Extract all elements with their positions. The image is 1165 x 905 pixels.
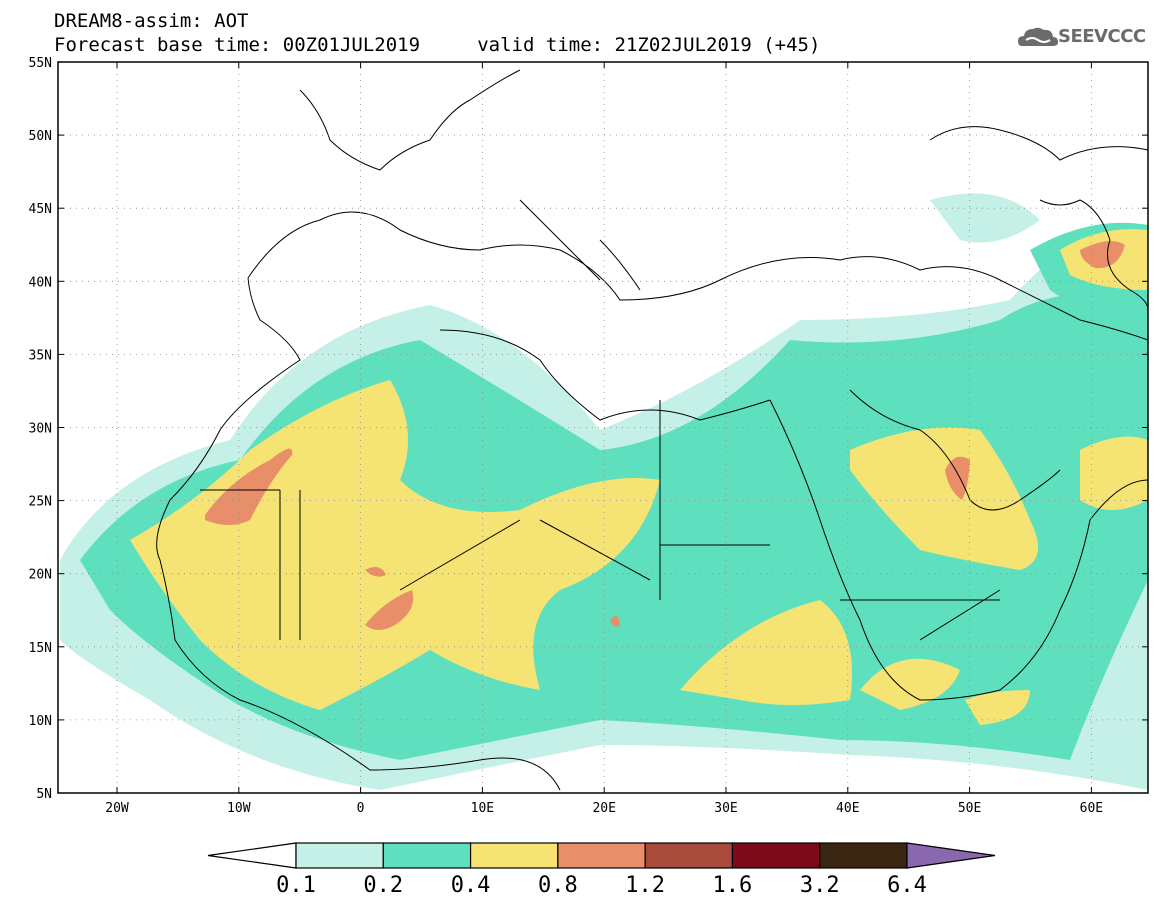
longitude-label: 20W [105, 801, 129, 816]
latitude-label: 45N [29, 202, 52, 217]
longitude-label: 10W [227, 801, 251, 816]
latitude-label: 35N [29, 348, 52, 363]
colorbar-under-arrow [207, 842, 297, 869]
cloud-icon [1018, 27, 1058, 46]
colorbar-swatch [644, 842, 734, 869]
colorbar-level-label: 1.2 [625, 873, 665, 898]
colorbar-level-label: 0.4 [451, 873, 491, 898]
latitude-label: 5N [36, 787, 52, 802]
longitude-label: 30E [714, 801, 737, 816]
latitude-label: 20N [29, 568, 52, 583]
colorbar-level-label: 0.8 [538, 873, 578, 898]
longitude-label: 40E [836, 801, 859, 816]
colorbar-swatch [382, 842, 472, 869]
longitude-label: 60E [1080, 801, 1103, 816]
latitude-label: 50N [29, 129, 52, 144]
latitude-label: 10N [29, 714, 52, 729]
longitude-label: 10E [471, 801, 494, 816]
map-title: DREAM8-assim: AOT [54, 10, 249, 32]
latitude-label: 30N [29, 422, 52, 437]
latitude-label: 15N [29, 641, 52, 656]
latitude-label: 25N [29, 495, 52, 510]
colorbar-level-label: 0.1 [276, 873, 316, 898]
colorbar-level-label: 3.2 [800, 873, 840, 898]
logo-text: SEEVCCC [1058, 26, 1146, 47]
longitude-labels: 20W 10W 0 10E 20E 30E 40E 50E 60E [105, 62, 1103, 816]
longitude-label: 50E [958, 801, 981, 816]
colorbar-over-arrow [906, 842, 996, 869]
colorbar-swatch [819, 842, 908, 869]
colorbar-swatch [469, 842, 559, 869]
aot-field [60, 193, 1148, 790]
colorbar: 0.1 0.2 0.4 0.8 1.2 1.6 3.2 6.4 [207, 842, 996, 898]
latitude-label: 55N [29, 56, 52, 71]
latitude-label: 40N [29, 275, 52, 290]
latitude-labels: 55N 50N 45N 40N 35N 30N 25N 20N 15N 10N 5N [29, 56, 1148, 802]
colorbar-level-label: 0.2 [363, 873, 403, 898]
longitude-label: 20E [592, 801, 615, 816]
colorbar-swatch [295, 842, 384, 869]
forecast-time-line: Forecast base time: 00Z01JUL2019 valid t… [54, 34, 821, 56]
coastlines [156, 69, 1148, 791]
longitude-label: 0 [357, 801, 365, 816]
colorbar-level-label: 1.6 [713, 873, 753, 898]
colorbar-level-label: 6.4 [887, 873, 927, 898]
colorbar-swatch [557, 842, 646, 869]
colorbar-swatch [731, 842, 821, 869]
